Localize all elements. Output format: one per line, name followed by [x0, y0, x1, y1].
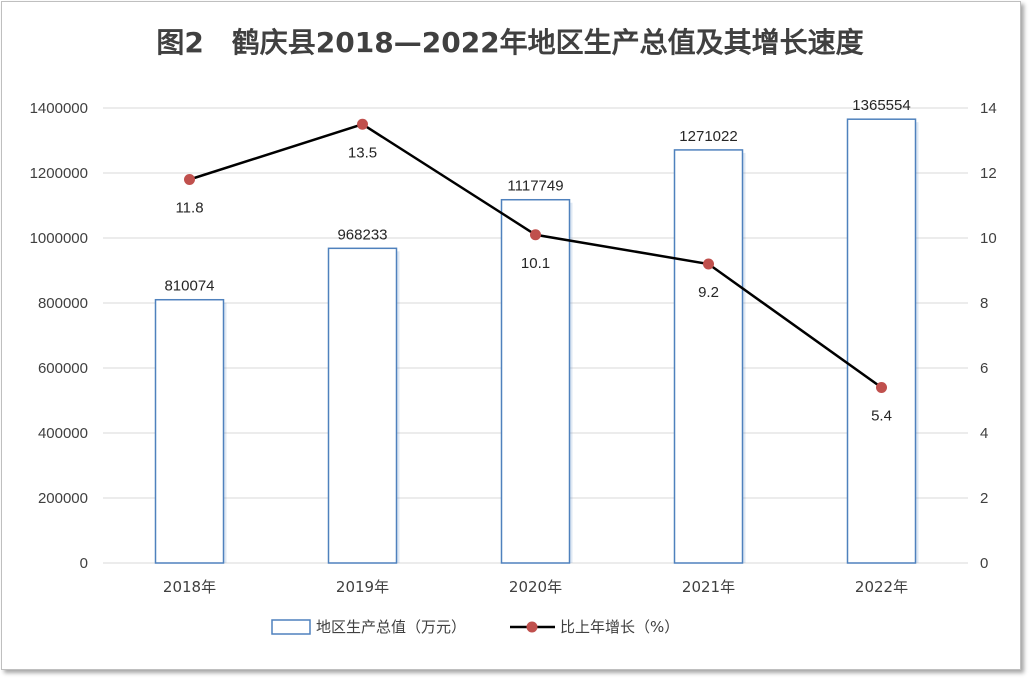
bar-data-label: 1365554 — [852, 97, 910, 114]
legend-bar-swatch — [271, 619, 311, 635]
line-data-label: 9.2 — [698, 284, 719, 301]
line-data-label: 11.8 — [175, 200, 203, 217]
bar — [327, 247, 398, 564]
left-tick-label: 600000 — [38, 360, 88, 377]
line-data-label: 10.1 — [521, 255, 550, 272]
line-data-label: 13.5 — [348, 144, 377, 161]
right-tick-label: 8 — [980, 295, 988, 312]
legend: 地区生产总值（万元） 比上年增长（%） — [271, 618, 679, 636]
bar-data-label: 1117749 — [507, 178, 563, 195]
left-tick-label: 0 — [80, 555, 88, 572]
right-tick-label: 2 — [980, 490, 988, 507]
bar — [154, 298, 225, 564]
left-tick-label: 1000000 — [30, 230, 88, 247]
category-label: 2020年 — [509, 578, 562, 596]
right-tick-label: 0 — [980, 555, 988, 572]
chart-title: 图2 鹤庆县2018—2022年地区生产总值及其增长速度 — [156, 26, 863, 59]
bar — [846, 118, 917, 564]
right-tick-label: 12 — [980, 165, 997, 182]
line-point — [357, 118, 368, 130]
legend-line-label: 比上年增长（%） — [560, 618, 679, 636]
left-tick-label: 1400000 — [30, 100, 88, 117]
line-point — [876, 382, 887, 393]
legend-bar-label: 地区生产总值（万元） — [316, 618, 466, 636]
line-series: 11.8 13.5 10.1 9.2 5.4 — [175, 118, 892, 425]
right-axis: 0 2 4 6 8 10 12 14 — [980, 100, 997, 572]
bar — [500, 198, 571, 564]
right-tick-label: 10 — [980, 230, 997, 247]
category-axis: 2018年 2019年 2020年 2021年 2022年 — [163, 578, 908, 596]
left-axis: 0 200000 400000 600000 800000 1000000 1200000 1… — [30, 100, 88, 572]
right-tick-label: 4 — [980, 425, 988, 442]
left-tick-label: 1200000 — [30, 165, 88, 182]
line-data-label: 5.4 — [871, 408, 892, 425]
bar-data-label: 810074 — [164, 278, 214, 295]
left-tick-label: 800000 — [38, 295, 88, 312]
category-label: 2018年 — [163, 578, 216, 596]
category-label: 2022年 — [855, 578, 908, 596]
legend-line-marker — [526, 621, 538, 633]
line-point — [184, 174, 195, 185]
left-tick-label: 200000 — [38, 490, 88, 507]
category-label: 2019年 — [336, 578, 389, 596]
left-tick-label: 400000 — [38, 425, 88, 442]
right-tick-label: 14 — [980, 100, 997, 117]
bar-data-label: 1271022 — [679, 128, 737, 145]
right-tick-label: 6 — [980, 360, 988, 377]
bar-data-label: 968233 — [337, 226, 387, 243]
line-point — [530, 229, 541, 241]
line-point — [703, 258, 714, 270]
bar — [673, 149, 744, 564]
bar-series: 810074 968233 1117749 1271022 1365554 — [154, 97, 919, 564]
category-label: 2021年 — [682, 578, 735, 596]
